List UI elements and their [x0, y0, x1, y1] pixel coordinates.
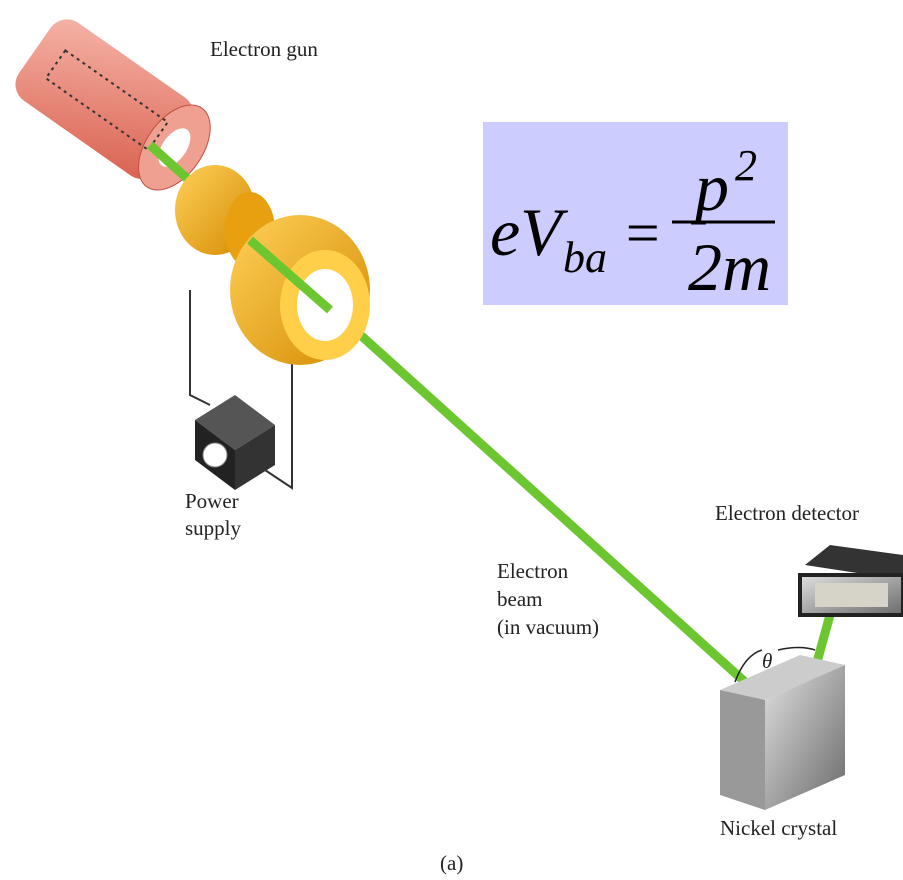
formula-text: = — [622, 200, 663, 266]
caption: (a) — [440, 851, 463, 875]
angle-arrow — [778, 648, 815, 651]
angle-label: θ — [762, 649, 772, 673]
label: supply — [185, 516, 242, 540]
label: Nickel crystal — [720, 816, 837, 840]
label: (in vacuum) — [497, 615, 599, 639]
formula-text: eV — [490, 194, 569, 270]
formula-text: p — [691, 149, 729, 225]
label: Electron detector — [715, 501, 859, 525]
label: Electron — [497, 559, 569, 583]
power-supply-box — [195, 395, 275, 490]
diagram: Electron gun Power supply Electron beam … — [0, 0, 903, 880]
formula-text: ba — [563, 233, 607, 282]
wire — [190, 290, 210, 405]
label: Power — [185, 489, 239, 513]
label: beam — [497, 587, 542, 611]
label: Electron gun — [210, 37, 318, 61]
formula-text: 2m — [688, 229, 771, 305]
electron-detector-box — [800, 545, 903, 615]
formula: eV ba = p 2 2m — [483, 122, 788, 305]
formula-text: 2 — [735, 141, 757, 190]
